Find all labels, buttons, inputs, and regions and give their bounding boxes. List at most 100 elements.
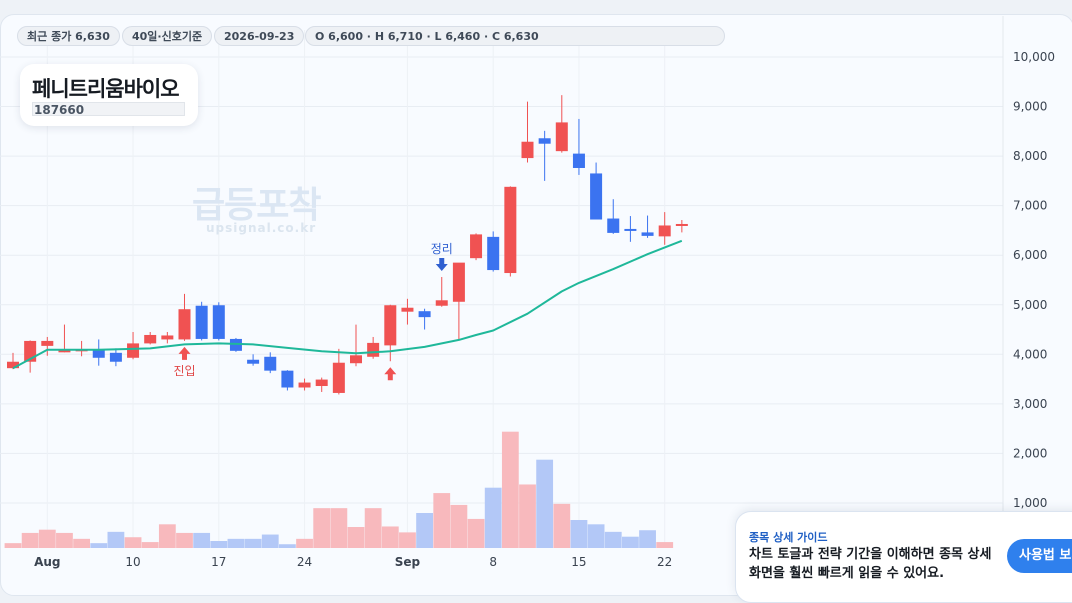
x-tick-label: 8 [489,555,497,569]
volume-bar [210,541,228,548]
sell-signal-label: 정리 [431,242,453,256]
candle-body [401,307,414,312]
volume-bar [587,524,605,548]
candle-body [572,153,585,168]
volume-bar [484,487,502,548]
candle-body [195,305,208,339]
candle-body [315,379,328,387]
date-chip: 2026-09-23 [214,26,305,46]
x-tick-label: 10 [125,555,140,569]
candle-body [418,311,431,318]
y-tick-label: 9,000 [1013,100,1047,114]
volume-bar [330,508,348,548]
candle-body [7,361,19,369]
guide-body: 차트 토글과 전략 기간을 이해하면 종목 상세 화면을 훨씬 빠르게 읽을 수… [749,547,992,581]
watermark-url: upsignal.co.kr [206,221,317,235]
volume-bar [124,537,142,548]
volume-bar [141,542,159,548]
buy-arrow-icon [384,367,397,381]
volume-bar [639,530,656,548]
candle-body [109,352,122,362]
signal-markers: 진입 정리 [173,242,453,381]
volume-bar [467,518,485,548]
stock-card: 페니트리움바이오 187660 [20,64,198,126]
volume-bar [347,527,365,548]
ohlc-chip: O 6,600 · H 6,710 · L 6,460 · C 6,630 [305,26,725,46]
volume-bar [176,532,193,548]
last-close-chip: 최근 종가 6,630 [17,26,120,46]
volume-bar [193,532,211,548]
volume-bar [56,532,73,548]
volume-bar [279,544,296,548]
candle-body [624,228,637,231]
volume-bar [622,536,639,548]
volume-bar [553,503,571,548]
y-tick-label: 1,000 [1013,496,1047,510]
period-chip[interactable]: 40일·신호기준 [122,26,213,46]
volume-bar [519,484,536,548]
y-tick-label: 7,000 [1013,199,1047,213]
candle-body [384,305,397,346]
candle-body [41,340,54,346]
volume-bar [73,538,90,548]
candle-body [144,334,157,344]
moving-average [12,239,683,370]
candle-body [332,362,345,393]
candle-body [178,309,191,340]
volume-bar [570,520,588,548]
x-tick-label: Sep [395,555,421,569]
volume-bar [416,513,433,548]
y-tick-label: 4,000 [1013,347,1047,361]
candle-body [161,335,174,340]
volume-bar [38,529,56,548]
candle-body [590,173,603,220]
y-tick-label: 10,000 [1013,50,1055,64]
volume-bars [4,431,674,548]
guide-button[interactable]: 사용법 보기 [1007,539,1072,573]
x-tick-label: 22 [657,555,672,569]
candle-body [555,122,568,152]
buy-signal-label: 진입 [173,364,195,378]
sell-arrow-icon [435,258,448,272]
candle-body [298,382,311,388]
y-tick-label: 8,000 [1013,149,1047,163]
candle-body [521,141,534,159]
candle-body [367,342,380,357]
candlesticks [7,95,688,395]
volume-bar [107,531,125,548]
candle-body [487,236,500,271]
candle-body [281,370,294,388]
y-tick-label: 6,000 [1013,248,1047,262]
candle-body [538,138,551,144]
candle-body [435,300,448,306]
x-tick-label: 24 [297,555,312,569]
volume-bar [313,508,331,548]
volume-bar [21,532,39,548]
volume-bar [399,532,416,548]
candle-body [212,305,225,339]
volume-bar [501,431,519,548]
volume-bar [656,542,674,548]
volume-bar [90,543,108,548]
candle-body [607,218,620,233]
y-axis-ticks: 10,000 9,000 8,000 7,000 6,000 5,000 4,000 3,00… [1013,50,1055,510]
ma-line [12,239,683,370]
stock-code: 187660 [32,102,185,117]
x-tick-label: 15 [571,555,586,569]
x-tick-label: Aug [34,555,60,569]
candle-body [658,225,671,237]
volume-bar [227,538,245,548]
y-tick-label: 3,000 [1013,397,1047,411]
candle-body [470,234,483,259]
guide-title: 종목 상세 가이드 [749,531,828,544]
candle-body [247,359,260,364]
candle-body [92,349,105,358]
watermark-logo: 급등포착 [192,185,321,226]
x-tick-label: 17 [211,555,226,569]
volume-bar [450,504,468,548]
candle-body [264,356,277,371]
candle-body [641,232,654,236]
volume-bar [433,493,451,548]
guide-popup: 종목 상세 가이드 차트 토글과 전략 기간을 이해하면 종목 상세 화면을 훨… [735,511,1072,603]
volume-bar [296,538,313,548]
